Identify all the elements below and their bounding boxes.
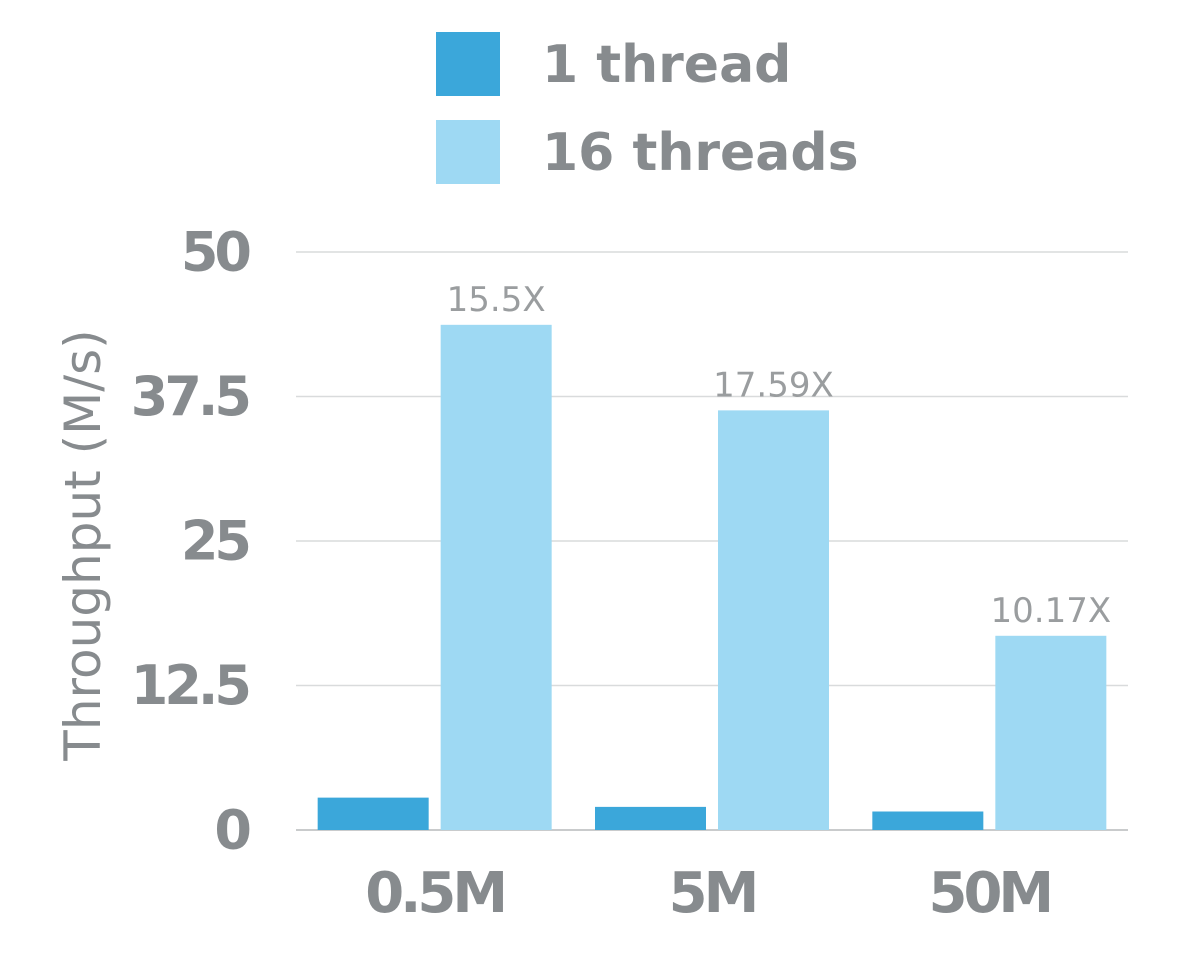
y-tick-label: 25 [181,510,249,573]
bar-16-threads-50M [995,635,1107,830]
y-tick-label: 0 [214,799,249,862]
bar-value-label: 10.17X [991,591,1112,631]
y-axis-ticks: 0 12.5 25 37.5 50 [131,221,254,862]
bar-16-threads-0.5M [440,324,552,830]
legend-label-16-threads: 16 threads [542,123,859,183]
bar-16-threads-5M [718,410,829,830]
x-axis-ticks: 0.5M 5M 50M [365,861,1054,926]
bar-value-label: 17.59X [713,365,834,405]
legend-label-1-thread: 1 thread [542,35,791,95]
legend-swatch-16-threads [436,120,500,184]
legend-swatch-1-thread [436,32,500,96]
bar-1-thread-50M [872,811,984,830]
y-axis-title: Throughput (M/s) [54,329,112,761]
bar-1-thread-5M [595,806,706,830]
gridlines [296,251,1128,831]
legend: 1 thread 16 threads [436,32,859,184]
x-tick-label: 5M [669,861,756,926]
bars: 15.5X 17.59X 10.17X [317,280,1112,830]
y-tick-label: 12.5 [131,654,249,717]
y-tick-label: 37.5 [131,365,249,428]
bar-1-thread-0.5M [317,797,429,830]
y-tick-label: 50 [181,221,250,284]
x-tick-label: 50M [929,861,1051,926]
bar-value-label: 15.5X [447,280,546,320]
x-tick-label: 0.5M [365,861,504,926]
